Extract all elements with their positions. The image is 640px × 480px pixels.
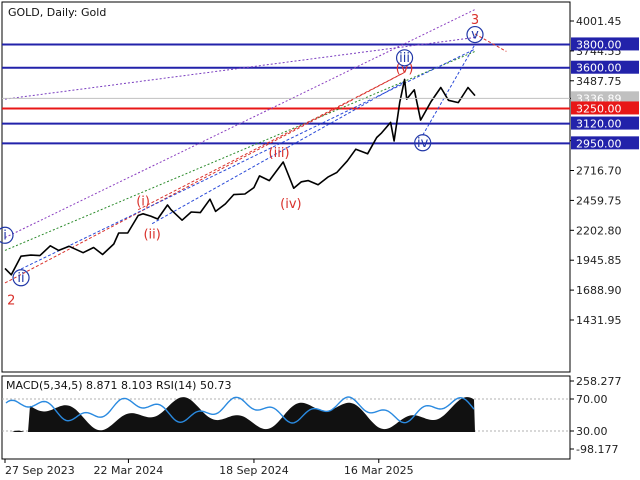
level-tag [571, 136, 639, 150]
y-tick-label: 4001.45 [576, 15, 622, 28]
rsi-line [5, 396, 475, 424]
main-plot-frame [1, 1, 571, 373]
wave-label: ii [17, 271, 24, 286]
wave-label: 2 [7, 293, 15, 308]
wave-label: iv [417, 136, 429, 151]
wave-label: iii [399, 51, 410, 66]
wave-circle [466, 25, 484, 44]
wave-label: 3 [471, 13, 479, 28]
wave-label: (iii) [269, 146, 290, 161]
wave-circle [12, 269, 30, 287]
wave-circle [0, 226, 14, 244]
trend-line-blue-2 [151, 81, 405, 225]
wave-label: (iv) [280, 197, 301, 212]
y-tick-label: 1431.95 [576, 314, 622, 327]
trend-line-blue [20, 48, 476, 270]
y-tick-label: 2459.75 [576, 194, 622, 207]
current-price-tag [571, 91, 639, 105]
y-tick-label: 3487.75 [576, 75, 622, 88]
x-tick-label: 16 Mar 2025 [344, 464, 414, 477]
level-tag-label: 3120.00 [576, 118, 622, 131]
level-tag-label: 3250.00 [576, 102, 622, 115]
forecast-line-red [474, 33, 507, 52]
ind-tick-label: 30.00 [576, 425, 608, 438]
level-tag-label: 2950.00 [576, 137, 622, 150]
price-series-line [4, 78, 476, 276]
ind-tick-label: -98.177 [576, 443, 618, 456]
x-tick-label: 18 Sep 2024 [219, 464, 289, 477]
trend-line-top [4, 36, 476, 100]
y-tick-label: 2716.70 [576, 165, 622, 178]
level-tag [571, 60, 639, 74]
ind-tick-label: 258.277 [576, 375, 622, 388]
level-tag-label: 3600.00 [576, 62, 622, 75]
wave-circle [414, 134, 432, 152]
y-tick-label: 2202.80 [576, 224, 622, 237]
y-tick-label: 1945.85 [576, 254, 622, 267]
indicator-label: MACD(5,34,5) 8.871 8.103 RSI(14) 50.73 [6, 379, 231, 392]
trend-line-upper [4, 9, 476, 239]
level-tag-label: 3800.00 [576, 38, 622, 51]
wave-label: (i) [136, 195, 150, 210]
level-tag [571, 116, 639, 130]
wave-label: i [3, 228, 7, 243]
ind-tick-label: 70.00 [576, 393, 608, 406]
wave-label: v [471, 28, 479, 43]
chart-title: GOLD, Daily: Gold [8, 6, 106, 19]
level-tag [571, 37, 639, 51]
trend-line-green [4, 50, 476, 251]
macd-histogram [6, 397, 475, 432]
level-tag [571, 101, 639, 115]
x-tick-label: 27 Sep 2023 [5, 464, 75, 477]
y-tick-label: 1688.90 [576, 284, 622, 297]
wave-circle [395, 49, 414, 67]
x-tick-label: 22 Mar 2024 [94, 464, 164, 477]
wave-label: (ii) [143, 228, 160, 243]
forecast-line-blue [422, 44, 476, 136]
